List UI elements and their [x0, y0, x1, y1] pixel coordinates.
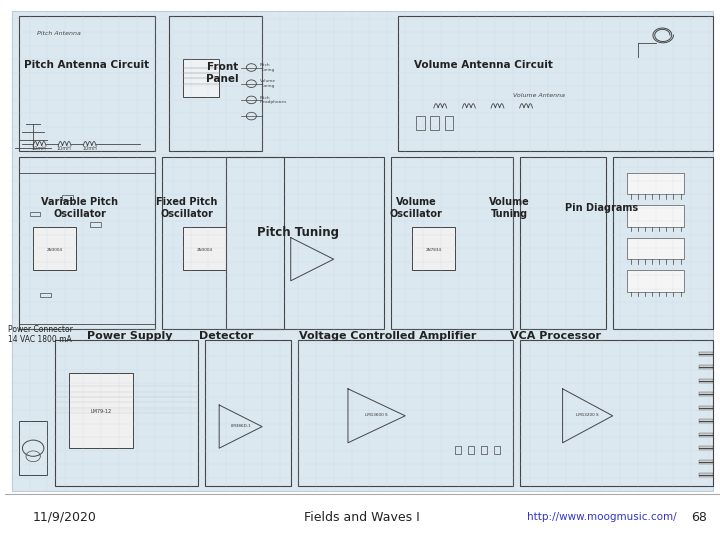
Bar [520, 340, 713, 486]
Bar [62, 195, 73, 200]
Bar [416, 116, 425, 130]
Bar [19, 16, 155, 151]
Bar [698, 352, 713, 356]
Bar [494, 446, 500, 454]
Bar [698, 406, 713, 410]
Bar [19, 421, 48, 475]
Text: 2N7834: 2N7834 [426, 248, 442, 252]
Bar [398, 16, 713, 151]
Bar [613, 157, 713, 329]
Bar [698, 379, 713, 383]
Text: http://www.moogmusic.com/: http://www.moogmusic.com/ [527, 512, 677, 522]
Bar [30, 212, 40, 216]
Bar [698, 433, 713, 437]
Text: Pin Diagrams: Pin Diagrams [565, 203, 639, 213]
Bar [520, 157, 606, 329]
Text: LM79-12: LM79-12 [91, 409, 112, 414]
Bar [33, 227, 76, 270]
Text: Pitch Antenna Circuit: Pitch Antenna Circuit [24, 60, 149, 70]
Text: 10mH: 10mH [32, 146, 46, 151]
Bar [226, 157, 384, 329]
Text: LM386D-1: LM386D-1 [230, 423, 251, 428]
Bar [455, 446, 461, 454]
Text: Pitch
Tuning: Pitch Tuning [260, 63, 274, 72]
Bar [391, 157, 513, 329]
Bar [4, 494, 720, 540]
Bar [627, 205, 684, 227]
Bar [698, 446, 713, 450]
Text: Fixed Pitch
Oscillator: Fixed Pitch Oscillator [156, 197, 217, 219]
Bar [468, 446, 474, 454]
Bar [40, 293, 51, 297]
Bar [444, 116, 453, 130]
Bar [627, 173, 684, 194]
Text: Volume Antenna: Volume Antenna [513, 93, 564, 98]
Text: VCA Processor: VCA Processor [510, 331, 601, 341]
Bar [698, 365, 713, 369]
Text: Volume
Tuning: Volume Tuning [260, 79, 276, 88]
Text: Power Connector
14 VAC 1800 mA: Power Connector 14 VAC 1800 mA [8, 325, 73, 345]
Bar [698, 460, 713, 464]
Text: 11/9/2020: 11/9/2020 [33, 511, 97, 524]
Text: Power Supply: Power Supply [87, 331, 173, 341]
Text: Variable Pitch
Oscillator: Variable Pitch Oscillator [41, 197, 118, 219]
Bar [91, 222, 101, 227]
Bar [162, 157, 284, 329]
Bar [55, 340, 198, 486]
Bar [169, 16, 262, 151]
Bar [698, 473, 713, 477]
Text: LM13200 S: LM13200 S [576, 413, 599, 417]
Bar [298, 340, 513, 486]
Text: 2N3004: 2N3004 [197, 248, 213, 252]
Text: LM13600 S: LM13600 S [365, 413, 388, 417]
Text: 68: 68 [691, 511, 707, 524]
Text: Pitch Antenna: Pitch Antenna [37, 31, 81, 36]
Bar [698, 392, 713, 396]
Bar [205, 340, 291, 486]
Text: Detector: Detector [199, 331, 253, 341]
Bar [69, 373, 133, 448]
Text: Pitch
Headphones: Pitch Headphones [260, 96, 287, 104]
Text: 10mH: 10mH [82, 146, 97, 151]
Bar [19, 157, 155, 329]
Bar [413, 227, 455, 270]
Bar [481, 446, 487, 454]
Text: Volume Antenna Circuit: Volume Antenna Circuit [415, 60, 554, 70]
Bar [184, 59, 219, 97]
Bar [698, 419, 713, 423]
Text: 2N3004: 2N3004 [47, 248, 63, 252]
Text: Pitch Tuning: Pitch Tuning [257, 226, 339, 239]
Bar [184, 227, 226, 270]
Text: Fields and Waves I: Fields and Waves I [305, 511, 420, 524]
Bar [627, 270, 684, 292]
Text: Front
Panel: Front Panel [207, 62, 239, 84]
Text: Voltage Controlled Amplifier: Voltage Controlled Amplifier [299, 331, 476, 341]
Text: 10mH: 10mH [56, 146, 71, 151]
Text: Volume
Oscillator: Volume Oscillator [390, 197, 442, 219]
FancyBboxPatch shape [12, 11, 713, 491]
Text: Volume
Tuning: Volume Tuning [489, 197, 529, 219]
Bar [627, 238, 684, 259]
Bar [431, 116, 438, 130]
